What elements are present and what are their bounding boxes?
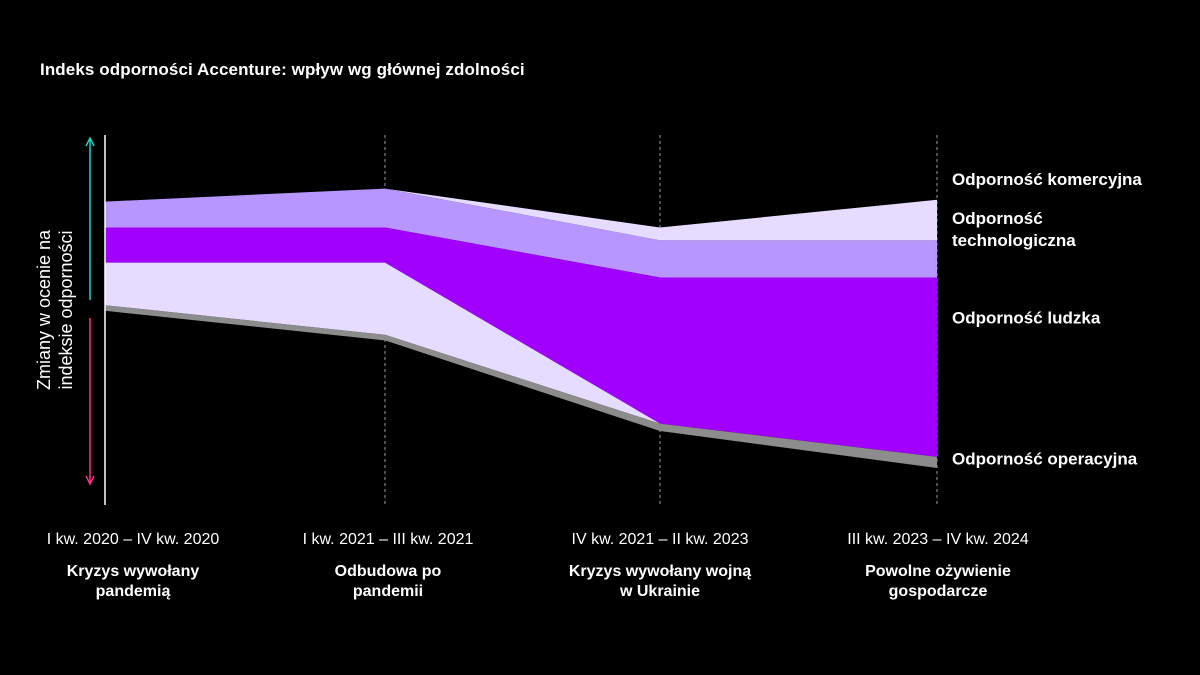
x-phase-label: pandemią [96,583,171,600]
series-label: technologiczna [952,231,1076,250]
x-phase-label: Powolne ożywienie [865,563,1011,580]
y-axis-label: indeksie odporności [56,230,76,389]
band-3 [105,262,937,457]
series-label: Odporność [952,209,1043,228]
band-1 [105,188,937,278]
band-0 [105,188,937,241]
negative-arrow-head [85,475,95,486]
x-phase-label: w Ukrainie [619,583,700,600]
x-phase-label: Odbudowa po [335,563,442,580]
x-period-label: I kw. 2021 – III kw. 2021 [303,531,474,548]
x-period-label: I kw. 2020 – IV kw. 2020 [47,531,220,548]
series-label: Odporność operacyjna [952,449,1138,468]
series-label: Odporność ludzka [952,309,1101,328]
series-label: Odporność komercyjna [952,170,1142,189]
x-phase-label: pandemii [353,583,423,600]
chart-title: Indeks odporności Accenture: wpływ wg gł… [40,60,525,79]
x-phase-label: Kryzys wywołany wojną [569,563,751,580]
x-period-label: IV kw. 2021 – II kw. 2023 [572,531,749,548]
x-period-label: III kw. 2023 – IV kw. 2024 [847,531,1029,548]
positive-arrow-head [85,136,95,147]
band-2 [105,227,937,457]
y-axis-label: Zmiany w ocenie na [34,229,54,390]
band-4 [105,305,937,468]
x-phase-label: Kryzys wywołany [67,563,200,580]
x-phase-label: gospodarcze [889,583,988,600]
